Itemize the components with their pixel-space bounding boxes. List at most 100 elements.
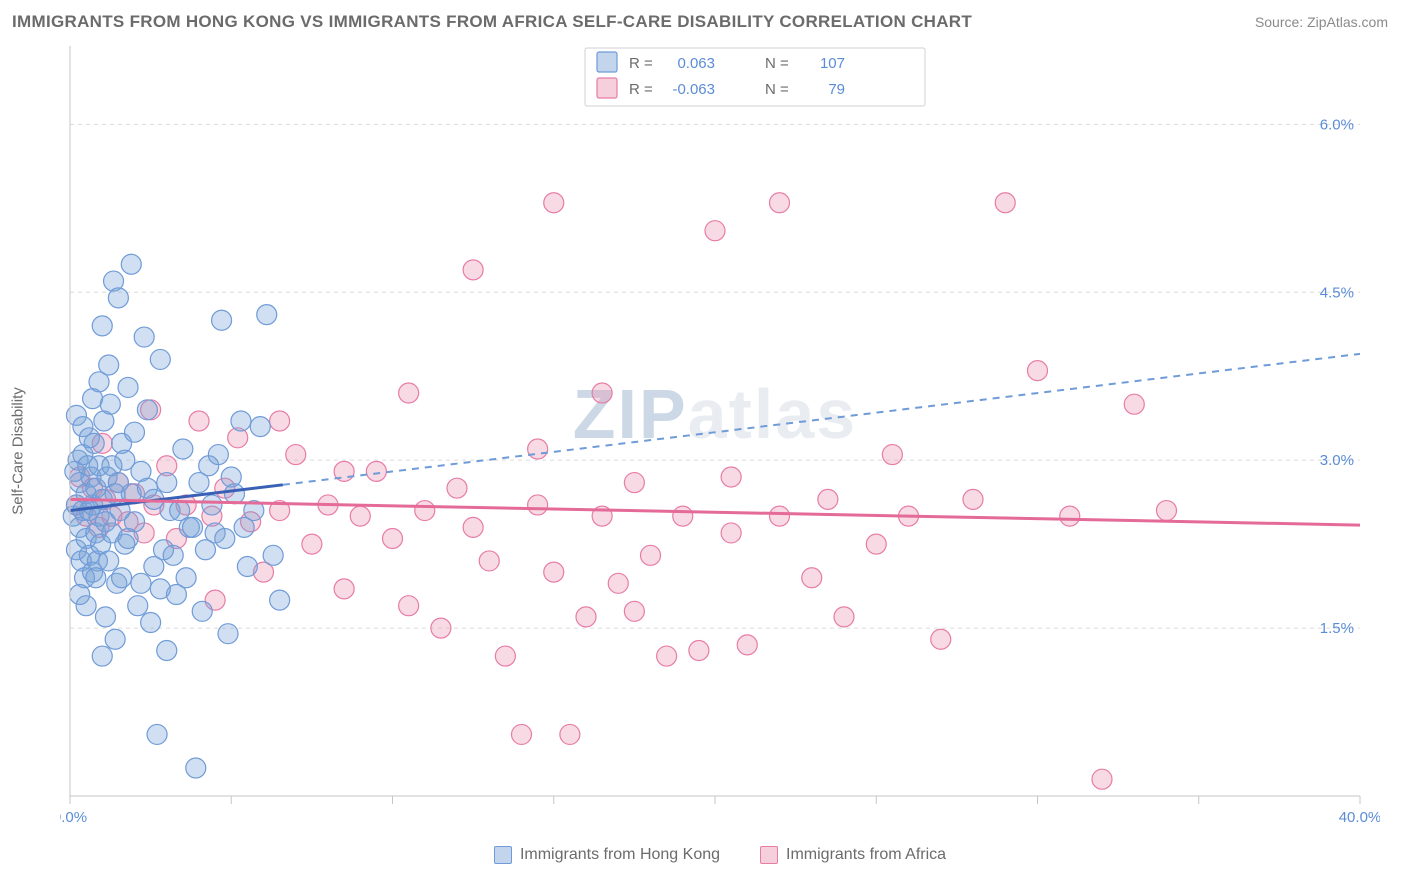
data-point-africa <box>512 724 532 744</box>
data-point-hong-kong <box>183 517 203 537</box>
data-point-hong-kong <box>131 573 151 593</box>
correlation-legend: R = 0.063N = 107R = -0.063N = 79 <box>585 48 925 106</box>
chart-area: Self-Care Disability 1.5% 3.0% 4.5% 6.0% ZI… <box>12 36 1388 866</box>
svg-text:3.0%: 3.0% <box>1320 452 1354 469</box>
data-point-africa <box>641 545 661 565</box>
data-point-hong-kong <box>112 568 132 588</box>
svg-text:R =: R = <box>629 81 653 98</box>
data-point-hong-kong <box>92 646 112 666</box>
source-prefix: Source: <box>1255 14 1307 30</box>
data-point-africa <box>383 529 403 549</box>
data-point-hong-kong <box>144 557 164 577</box>
data-point-africa <box>608 573 628 593</box>
data-point-africa <box>447 478 467 498</box>
data-point-africa <box>721 467 741 487</box>
data-point-africa <box>189 411 209 431</box>
svg-text:N =: N = <box>765 55 789 72</box>
series-legend: Immigrants from Hong Kong Immigrants fro… <box>60 846 1380 864</box>
svg-text:6.0%: 6.0% <box>1320 116 1354 133</box>
data-point-hong-kong <box>79 428 99 448</box>
svg-text:R =: R = <box>629 55 653 72</box>
svg-text:0.063: 0.063 <box>677 55 715 72</box>
data-point-africa <box>995 193 1015 213</box>
data-point-africa <box>350 506 370 526</box>
data-point-africa <box>721 523 741 543</box>
data-point-hong-kong <box>195 540 215 560</box>
legend-item-hong-kong: Immigrants from Hong Kong <box>494 846 720 864</box>
data-point-hong-kong <box>137 400 157 420</box>
data-point-hong-kong <box>215 529 235 549</box>
data-point-hong-kong <box>250 417 270 437</box>
data-point-hong-kong <box>176 568 196 588</box>
data-point-hong-kong <box>108 288 128 308</box>
data-point-hong-kong <box>208 445 228 465</box>
data-point-africa <box>1060 506 1080 526</box>
data-point-africa <box>334 579 354 599</box>
svg-text:N =: N = <box>765 81 789 98</box>
data-point-africa <box>705 221 725 241</box>
data-point-africa <box>463 517 483 537</box>
data-point-hong-kong <box>137 478 157 498</box>
data-point-africa <box>366 461 386 481</box>
data-point-hong-kong <box>231 411 251 431</box>
data-point-africa <box>770 193 790 213</box>
svg-text:ZIPatlas: ZIPatlas <box>573 375 857 453</box>
data-point-hong-kong <box>95 607 115 627</box>
data-point-hong-kong <box>141 612 161 632</box>
data-point-hong-kong <box>157 640 177 660</box>
data-point-hong-kong <box>157 473 177 493</box>
data-point-hong-kong <box>99 355 119 375</box>
data-point-hong-kong <box>218 624 238 644</box>
svg-text:1.5%: 1.5% <box>1320 620 1354 637</box>
data-point-africa <box>818 489 838 509</box>
data-point-hong-kong <box>186 758 206 778</box>
data-point-africa <box>528 439 548 459</box>
data-point-africa <box>931 629 951 649</box>
data-point-africa <box>963 489 983 509</box>
source-label: Source: ZipAtlas.com <box>1255 14 1388 30</box>
data-point-hong-kong <box>92 316 112 336</box>
data-point-africa <box>673 506 693 526</box>
data-point-hong-kong <box>118 529 138 549</box>
data-point-hong-kong <box>163 545 183 565</box>
data-point-hong-kong <box>173 439 193 459</box>
data-point-africa <box>592 383 612 403</box>
legend-label-hong-kong: Immigrants from Hong Kong <box>520 846 720 864</box>
data-point-africa <box>479 551 499 571</box>
data-point-africa <box>415 501 435 521</box>
data-point-africa <box>866 534 886 554</box>
data-point-africa <box>544 193 564 213</box>
data-point-hong-kong <box>99 551 119 571</box>
y-axis-label: Self-Care Disability <box>10 387 27 515</box>
data-point-hong-kong <box>189 473 209 493</box>
svg-text:0.0%: 0.0% <box>60 809 87 826</box>
svg-text:4.5%: 4.5% <box>1320 284 1354 301</box>
source-name: ZipAtlas.com <box>1307 14 1388 30</box>
data-point-hong-kong <box>150 349 170 369</box>
data-point-hong-kong <box>128 596 148 616</box>
data-point-hong-kong <box>237 557 257 577</box>
data-point-hong-kong <box>263 545 283 565</box>
data-point-africa <box>399 596 419 616</box>
data-point-africa <box>624 601 644 621</box>
svg-text:79: 79 <box>828 81 845 98</box>
data-point-africa <box>802 568 822 588</box>
data-point-hong-kong <box>115 450 135 470</box>
data-point-africa <box>1092 769 1112 789</box>
data-point-africa <box>399 383 419 403</box>
legend-label-africa: Immigrants from Africa <box>786 846 946 864</box>
data-point-hong-kong <box>150 579 170 599</box>
data-point-hong-kong <box>86 568 106 588</box>
legend-swatch-pink <box>760 846 778 864</box>
data-point-africa <box>737 635 757 655</box>
data-point-africa <box>528 495 548 515</box>
data-point-africa <box>834 607 854 627</box>
data-point-africa <box>1157 501 1177 521</box>
data-point-hong-kong <box>100 394 120 414</box>
data-point-hong-kong <box>121 254 141 274</box>
data-point-africa <box>576 607 596 627</box>
data-point-africa <box>1124 394 1144 414</box>
data-point-africa <box>431 618 451 638</box>
data-point-hong-kong <box>105 629 125 649</box>
data-point-hong-kong <box>202 495 222 515</box>
